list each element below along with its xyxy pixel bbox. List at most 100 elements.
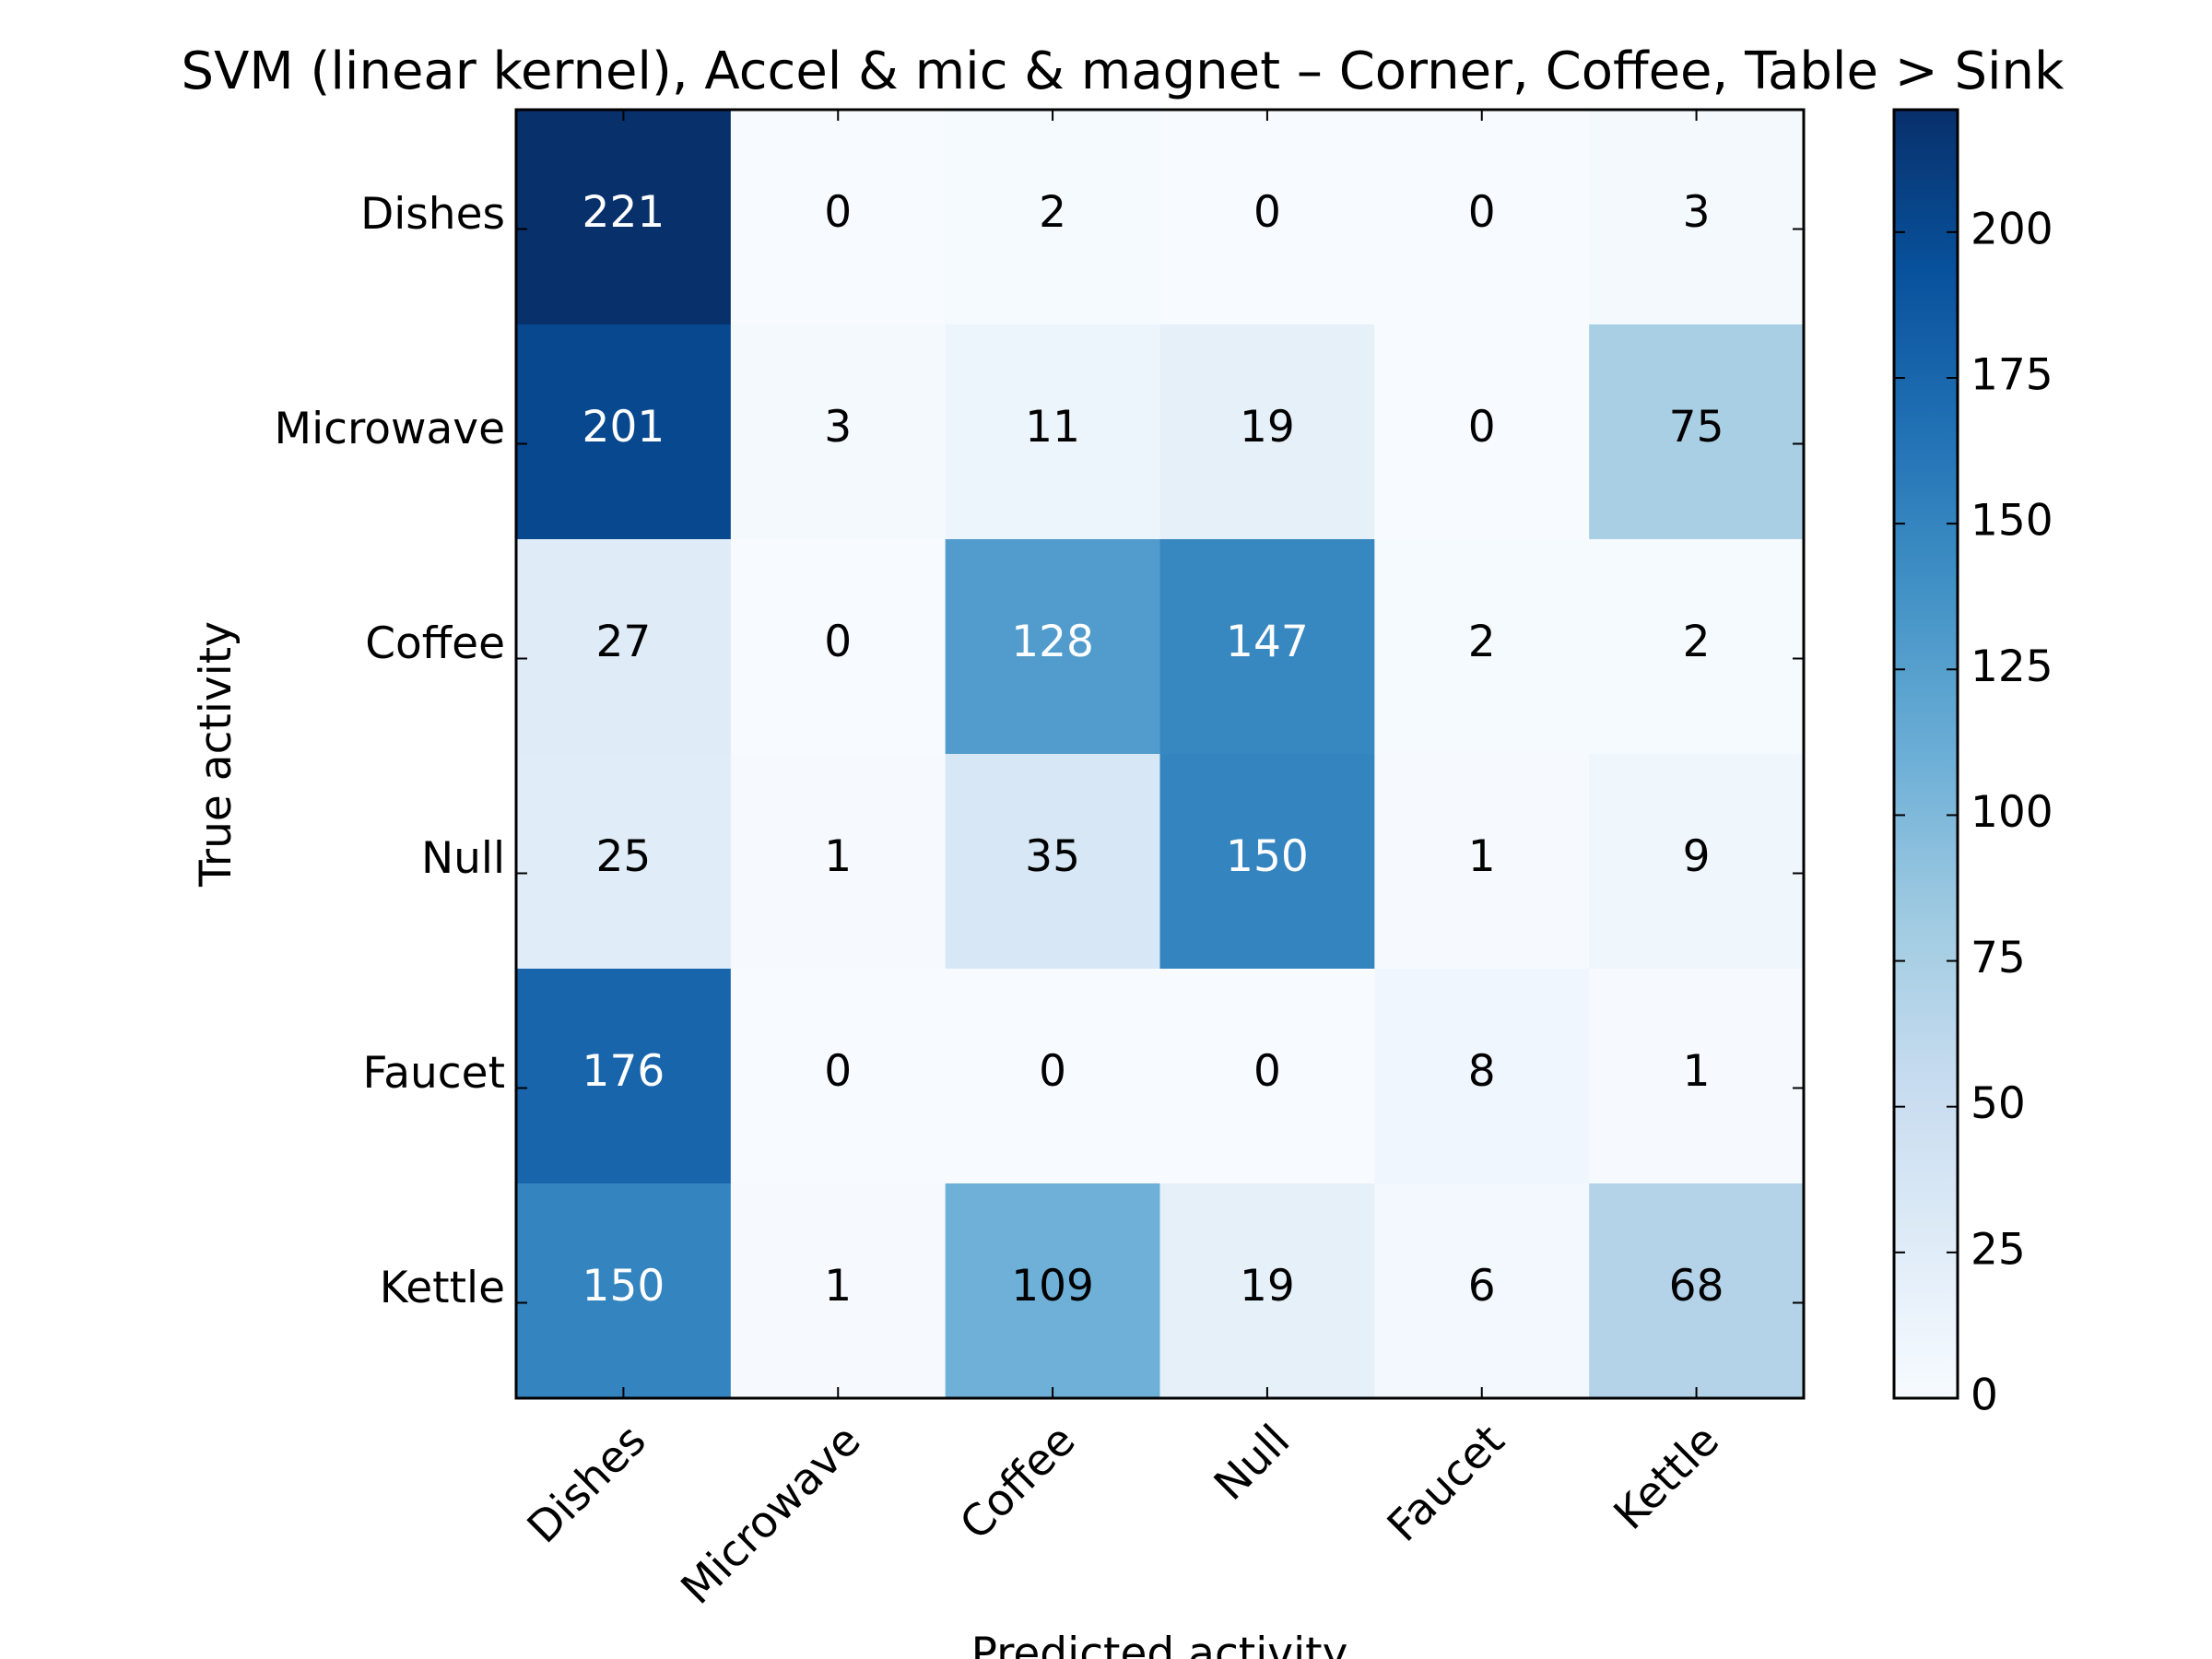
colorbar-tick-label: 75 xyxy=(1971,933,2026,983)
cell-value-label: 2 xyxy=(1683,617,1711,667)
cell-value-label: 147 xyxy=(1226,617,1309,667)
heatmap-cell xyxy=(1374,754,1590,970)
cell-value-label: 68 xyxy=(1669,1261,1724,1312)
cell-value-label: 19 xyxy=(1240,402,1295,453)
heatmap-cell xyxy=(1589,324,1805,540)
cell-value-label: 1 xyxy=(824,831,852,882)
colorbar-tick-label: 125 xyxy=(1971,641,2053,692)
heatmap-cell xyxy=(1589,969,1805,1184)
cell-value-label: 35 xyxy=(1025,831,1080,882)
cell-value-label: 25 xyxy=(596,831,652,882)
heatmap-cell xyxy=(945,754,1160,970)
x-axis-label: Predicted activity xyxy=(971,1629,1348,1659)
cell-value-label: 1 xyxy=(824,1261,852,1312)
heatmap-cell xyxy=(1159,110,1375,325)
heatmap-cell xyxy=(730,969,947,1184)
cell-value-label: 11 xyxy=(1025,402,1080,453)
cell-value-label: 3 xyxy=(1683,187,1711,238)
colorbar-tick-label: 150 xyxy=(1971,496,2053,547)
heatmap-cell xyxy=(1589,1183,1805,1399)
cell-value-label: 1 xyxy=(1683,1046,1711,1097)
heatmap-cell xyxy=(945,110,1160,325)
colorbar-tick-label: 50 xyxy=(1971,1078,2026,1129)
heatmap-cell xyxy=(1374,324,1590,540)
heatmap-cell xyxy=(516,969,732,1184)
heatmap-cell xyxy=(1374,110,1590,325)
heatmap-cell xyxy=(1159,754,1375,970)
cell-value-label: 3 xyxy=(824,402,852,453)
heatmap-cell xyxy=(1589,110,1805,325)
cell-value-label: 75 xyxy=(1669,402,1724,453)
y-axis-label: True activity xyxy=(191,621,241,888)
heatmap-cell xyxy=(516,1183,732,1399)
heatmap-cell xyxy=(1159,539,1375,755)
colorbar-tick-label: 200 xyxy=(1971,204,2053,254)
cell-value-label: 0 xyxy=(1468,187,1496,238)
heatmap-cell xyxy=(1159,324,1375,540)
cell-value-label: 109 xyxy=(1011,1261,1094,1312)
cell-value-label: 1 xyxy=(1468,831,1496,882)
cell-value-label: 0 xyxy=(824,187,852,238)
heatmap-cell xyxy=(1159,1183,1375,1399)
y-tick-label: Dishes xyxy=(360,189,505,240)
cell-value-label: 128 xyxy=(1011,617,1094,667)
heatmap-cell xyxy=(516,110,732,325)
y-tick-label: Faucet xyxy=(363,1048,506,1099)
cell-value-label: 2 xyxy=(1039,187,1066,238)
cell-value-label: 221 xyxy=(582,187,665,238)
heatmap-cell xyxy=(945,539,1160,755)
x-tick-label: Microwave xyxy=(672,1415,871,1614)
plot-frame xyxy=(514,108,1806,1400)
cell-value-label: 19 xyxy=(1240,1261,1295,1312)
heatmap-cell xyxy=(1589,539,1805,755)
y-tick-label: Microwave xyxy=(275,404,505,454)
heatmap-cell xyxy=(730,539,947,755)
heatmap-cell xyxy=(1374,539,1590,755)
x-tick-label: Faucet xyxy=(1378,1415,1514,1551)
heatmap-cell xyxy=(1589,754,1805,970)
y-tick-label: Null xyxy=(421,833,505,884)
y-tick-label: Coffee xyxy=(365,618,505,669)
cell-value-label: 6 xyxy=(1468,1261,1496,1312)
heatmap-cell xyxy=(945,1183,1160,1399)
cell-value-label: 150 xyxy=(582,1261,665,1312)
x-tick-label: Coffee xyxy=(950,1415,1085,1549)
colorbar-frame xyxy=(1892,108,1959,1400)
y-axis-ticks: Dishes Microwave Coffee Null Faucet Kettle xyxy=(275,189,1804,1313)
heatmap-cell xyxy=(1374,1183,1590,1399)
colorbar-tick-label: 175 xyxy=(1971,349,2053,400)
colorbar-tick-label: 0 xyxy=(1971,1371,1998,1421)
heatmap-cells xyxy=(516,110,1805,1399)
colorbar-gradient xyxy=(1894,110,1958,1398)
cell-value-label: 0 xyxy=(824,1046,852,1097)
heatmap-cell xyxy=(945,324,1160,540)
colorbar-tick-label: 25 xyxy=(1971,1224,2026,1275)
cell-value-label: 0 xyxy=(1468,402,1496,453)
heatmap-cell xyxy=(730,754,947,970)
heatmap-cell xyxy=(730,324,947,540)
heatmap-cell xyxy=(1374,969,1590,1184)
heatmap-cell xyxy=(516,324,732,540)
cell-value-label: 176 xyxy=(582,1046,665,1097)
cell-value-label: 8 xyxy=(1468,1046,1496,1097)
colorbar: 0 25 50 75 100 125 150 175 200 xyxy=(1892,108,2053,1421)
cell-value-label: 0 xyxy=(1039,1046,1066,1097)
y-tick-label: Kettle xyxy=(380,1263,505,1313)
cell-value-label: 2 xyxy=(1468,617,1496,667)
heatmap-cell xyxy=(516,754,732,970)
x-tick-label: Dishes xyxy=(518,1415,656,1553)
heatmap-cell xyxy=(1159,969,1375,1184)
cell-value-label: 27 xyxy=(596,617,652,667)
cell-value-label: 0 xyxy=(1253,1046,1281,1097)
chart-title: SVM (linear kernel), Accel & mic & magne… xyxy=(182,41,2065,101)
cell-value-label: 150 xyxy=(1226,831,1309,882)
heatmap-cell xyxy=(730,1183,947,1399)
heatmap-cell xyxy=(945,969,1160,1184)
colorbar-ticks: 0 25 50 75 100 125 150 175 200 xyxy=(1894,204,2053,1421)
cell-value-label: 9 xyxy=(1683,831,1711,882)
cell-value-label: 201 xyxy=(582,402,665,453)
cell-value-label: 0 xyxy=(824,617,852,667)
x-tick-label: Kettle xyxy=(1605,1415,1729,1539)
